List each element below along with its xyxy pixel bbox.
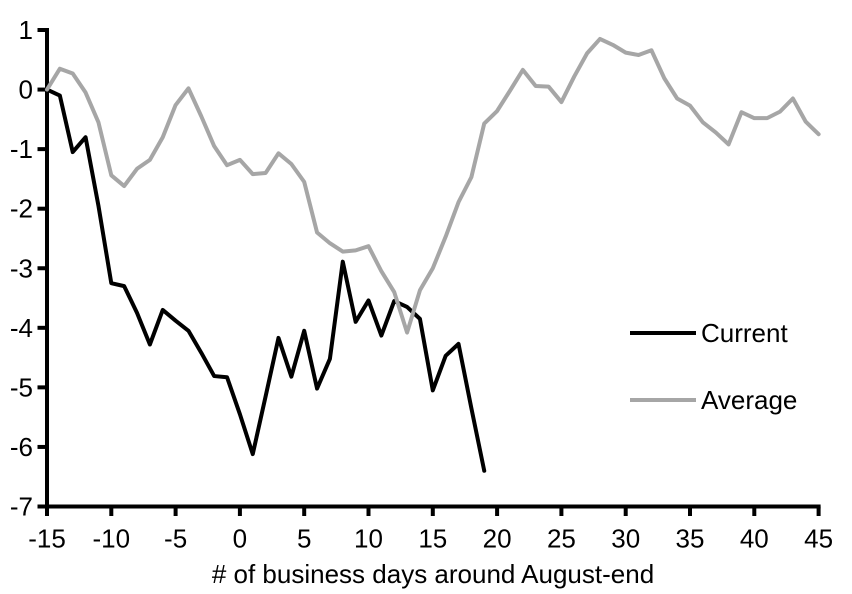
series-line-current [45,87,487,473]
x-tick-label: 15 [418,524,447,554]
x-tick-label: 20 [483,524,512,554]
y-tick-label: 0 [19,75,33,105]
legend-label-average: Average [701,385,797,415]
x-tick-label: 10 [354,524,383,554]
x-tick-label: 35 [676,524,705,554]
y-tick-label: -4 [10,313,33,343]
legend-label-current: Current [701,318,788,348]
x-tick-label: 25 [547,524,576,554]
y-tick-label: -2 [10,194,33,224]
legend: Current Average [630,318,797,415]
plot-area [45,36,821,473]
x-tick-label: 5 [297,524,311,554]
axes: 10-1-2-3-4-5-6-7-15 -10 -5 0 5 10 15 20 25 30 35 40… [10,15,833,554]
y-tick-label: 1 [19,15,33,45]
y-tick-label: -3 [10,253,33,283]
x-tick-label: 0 [233,524,247,554]
y-tick-label: -7 [10,492,33,522]
y-tick-label: -1 [10,134,33,164]
x-tick-label: 45 [804,524,833,554]
y-tick-label: -5 [10,372,33,402]
x-tick-label: 40 [740,524,769,554]
x-tick-label: -10 [93,524,131,554]
x-tick-label: -5 [164,524,187,554]
x-axis-title: # of business days around August-end [212,559,654,589]
x-tick-label: 30 [611,524,640,554]
series-line-average [45,36,821,335]
y-tick-label: -6 [10,432,33,462]
x-tick-label: -15 [28,524,66,554]
